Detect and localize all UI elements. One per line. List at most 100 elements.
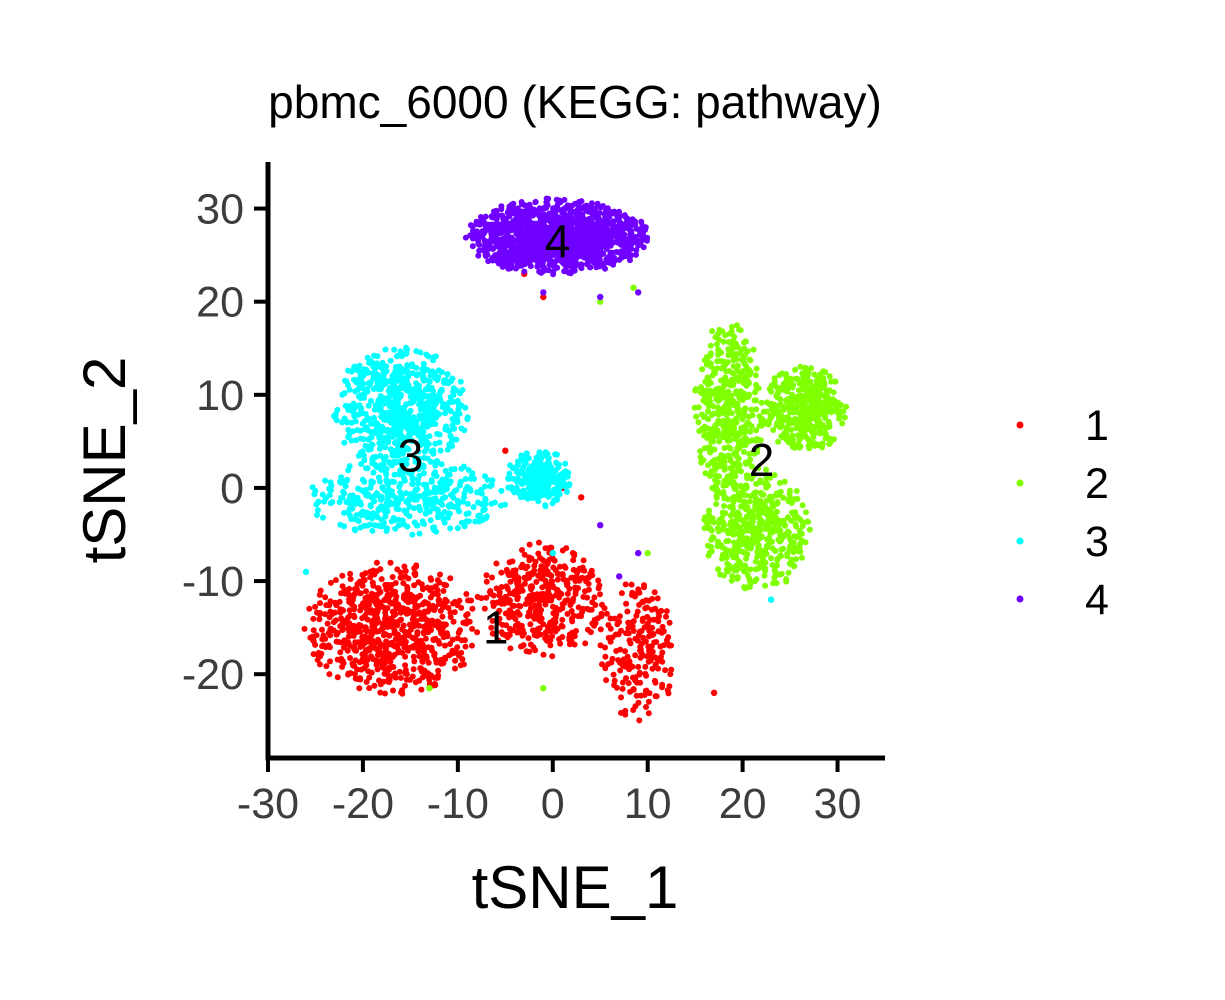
data-point: [826, 373, 833, 380]
data-point: [731, 429, 738, 436]
data-point: [531, 615, 538, 622]
data-point: [413, 522, 420, 529]
data-point: [389, 663, 395, 670]
data-point: [446, 399, 453, 406]
data-point: [599, 661, 605, 668]
data-point: [789, 419, 796, 426]
data-point: [700, 397, 707, 404]
data-point: [761, 572, 768, 579]
data-point: [634, 608, 641, 615]
data-point: [503, 583, 510, 590]
data-point: [723, 566, 730, 573]
data-point: [364, 522, 371, 529]
data-point: [406, 513, 413, 520]
data-point: [771, 472, 778, 479]
data-point: [763, 466, 770, 473]
data-point: [663, 608, 670, 615]
data-point: [444, 371, 451, 378]
data-point: [383, 471, 390, 478]
data-point: [535, 572, 542, 579]
data-point: [810, 428, 817, 435]
data-point: [419, 658, 426, 665]
data-point: [378, 466, 385, 473]
data-point: [402, 653, 409, 660]
data-point: [659, 684, 666, 691]
data-point: [653, 616, 660, 623]
data-point: [317, 600, 323, 607]
data-point: [729, 418, 736, 425]
data-point: [355, 639, 362, 646]
data-point: [727, 445, 734, 452]
data-point: [469, 605, 476, 612]
data-point: [403, 344, 410, 351]
data-point: [379, 522, 386, 529]
data-point: [698, 384, 705, 391]
data-point: [373, 559, 380, 566]
data-point: [363, 491, 370, 498]
data-point: [736, 524, 743, 531]
data-point: [632, 593, 638, 600]
data-point: [821, 384, 828, 391]
data-point: [603, 256, 610, 263]
data-point: [566, 481, 573, 487]
data-point: [760, 561, 767, 568]
data-point: [794, 375, 801, 382]
data-point: [783, 404, 790, 411]
data-point: [385, 439, 392, 446]
data-point: [422, 599, 428, 606]
data-point: [361, 452, 367, 459]
data-point: [735, 438, 742, 445]
data-point: [714, 410, 721, 417]
data-point: [322, 594, 329, 601]
data-point: [443, 423, 450, 430]
data-point: [437, 628, 444, 635]
data-point: [306, 605, 313, 612]
data-point: [316, 616, 323, 623]
data-point: [437, 397, 444, 404]
data-point: [836, 415, 842, 422]
data-point: [769, 500, 776, 507]
data-point: [561, 563, 568, 570]
data-point: [397, 489, 404, 496]
data-point: [654, 595, 661, 602]
data-point: [710, 438, 716, 445]
data-point: [372, 620, 379, 627]
data-point: [827, 406, 833, 413]
data-point: [397, 569, 404, 576]
data-point: [310, 627, 317, 634]
data-point: [413, 638, 420, 645]
data-point: [552, 605, 559, 611]
data-point: [744, 392, 751, 399]
data-point: [773, 523, 780, 530]
data-point: [397, 574, 404, 581]
data-point: [512, 590, 519, 597]
data-point: [346, 406, 353, 413]
data-point: [452, 665, 458, 672]
data-point: [348, 419, 355, 426]
data-point: [370, 656, 377, 663]
data-point: [526, 541, 533, 548]
data-point: [457, 627, 463, 634]
data-point: [487, 588, 494, 594]
data-point: [783, 436, 790, 443]
data-point: [370, 360, 377, 367]
data-point: [383, 478, 390, 485]
data-point: [548, 544, 555, 551]
data-point: [469, 243, 476, 250]
data-point: [415, 648, 422, 655]
data-point: [404, 598, 411, 604]
data-point: [747, 578, 753, 585]
data-point: [422, 509, 429, 516]
data-point: [400, 580, 407, 587]
data-point: [653, 693, 660, 700]
data-point: [770, 580, 777, 587]
data-point: [520, 487, 527, 494]
data-point: [387, 559, 394, 566]
data-point: [413, 348, 420, 355]
data-point: [769, 562, 776, 568]
data-point: [493, 560, 500, 567]
data-point: [392, 367, 399, 374]
data-point: [536, 461, 543, 468]
data-point: [704, 435, 711, 441]
data-point: [445, 514, 451, 521]
